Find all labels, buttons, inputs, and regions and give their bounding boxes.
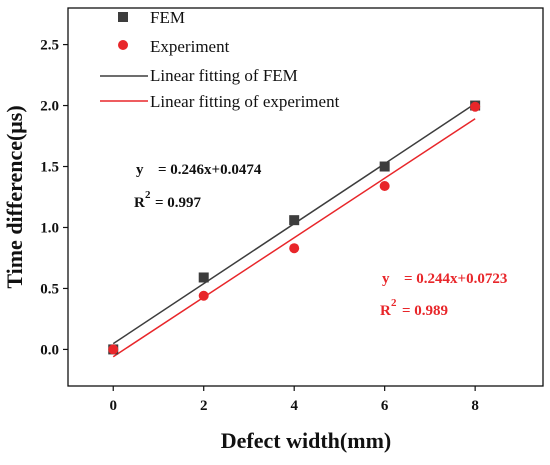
exp-eq-r-value: = 0.989 [402,303,448,319]
point-experiment-4 [470,101,481,112]
point-fem-2 [289,215,300,226]
fem-eq-y: y [136,162,144,178]
exp-eq-y: y [382,271,390,287]
fem-equation: y = 0.246x+0.0474 R 2 = 0.997 [134,162,262,211]
y-tick-label-3: 1.5 [40,160,59,176]
x-axis-label: Defect width(mm) [221,428,391,453]
legend-label-fem: FEM [150,8,185,27]
legend-marker-fem [118,12,128,22]
fem-eq-r-value: = 0.997 [155,195,202,211]
exp-equation: y = 0.244x+0.0723 R 2 = 0.989 [380,271,507,319]
y-tick-label-2: 1.0 [40,220,59,236]
x-tick-label-0: 0 [109,398,117,414]
x-tick-label-2: 4 [290,398,298,414]
legend-label-fem-fit: Linear fitting of FEM [150,66,298,85]
x-tick-label-3: 6 [381,398,389,414]
fem-eq-formula: = 0.246x+0.0474 [158,162,262,178]
legend-label-experiment: Experiment [150,37,230,56]
y-tick-label-1: 0.5 [40,281,59,297]
point-experiment-2 [289,243,300,254]
y-tick-label-5: 2.5 [40,38,59,54]
fem-eq-r-sup: 2 [145,189,151,201]
fem-eq-r: R [134,195,145,211]
axis-ticks: 0 2 4 6 8 0.0 0.5 1.0 1.5 2.0 2.5 [40,38,479,414]
exp-eq-r: R [380,303,391,319]
legend-label-exp-fit: Linear fitting of experiment [150,92,340,111]
x-tick-label-4: 8 [471,398,479,414]
x-tick-label-1: 2 [200,398,208,414]
legend-marker-experiment [118,40,128,50]
exp-eq-formula: = 0.244x+0.0723 [404,271,507,287]
exp-eq-r-sup: 2 [391,297,397,309]
point-fem-3 [379,161,390,172]
point-experiment-1 [198,290,209,301]
y-tick-label-4: 2.0 [40,99,59,115]
data-points [108,100,481,355]
fit-line-1 [112,118,476,358]
y-tick-label-0: 0.0 [40,342,59,358]
plot-frame [67,7,544,387]
point-experiment-3 [379,181,390,192]
point-experiment-0 [108,344,119,355]
y-axis-label: Time difference(μs) [2,105,27,288]
point-fem-1 [198,272,209,283]
legend: FEM Experiment Linear fitting of FEM Lin… [100,8,340,111]
